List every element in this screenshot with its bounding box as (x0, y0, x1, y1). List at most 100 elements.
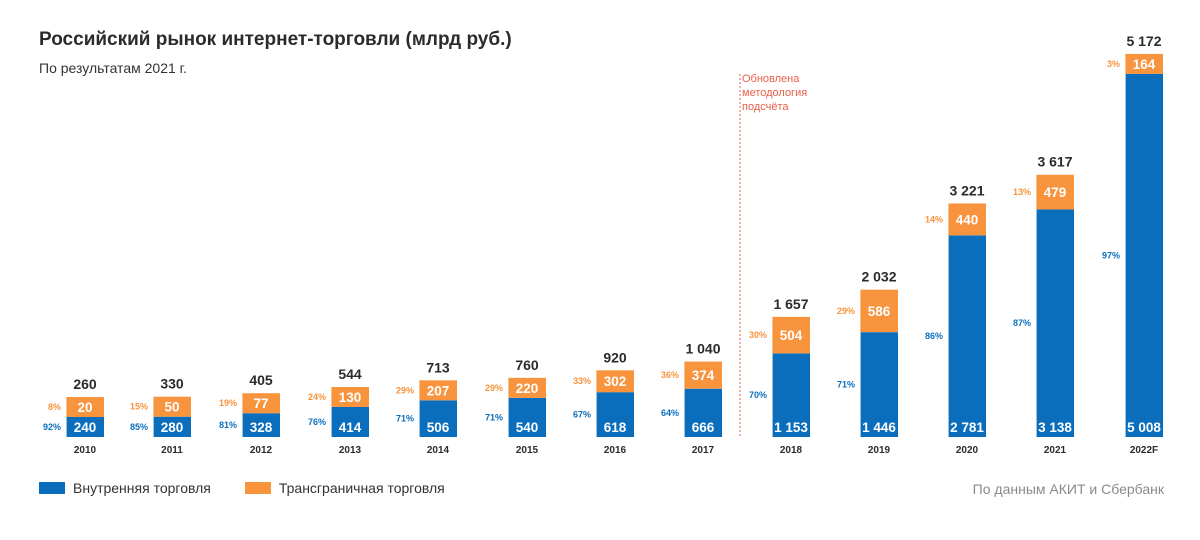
value-label-crossborder: 77 (253, 396, 268, 411)
share-label-domestic: 87% (1013, 318, 1031, 328)
value-label-domestic: 666 (692, 420, 715, 435)
total-label: 405 (249, 372, 273, 388)
category-label: 2011 (161, 445, 183, 456)
legend-label-domestic: Внутренняя торговля (73, 480, 211, 496)
value-label-crossborder: 220 (516, 381, 539, 396)
value-label-domestic: 1 446 (862, 420, 896, 435)
category-label: 2012 (250, 445, 273, 456)
total-label: 1 657 (773, 296, 808, 312)
bracket-crossborder (331, 386, 332, 407)
bar-domestic (772, 353, 810, 437)
bar-domestic (242, 413, 280, 437)
methodology-note: Обновлена (742, 73, 800, 85)
source-note: По данным АКИТ и Сбербанк (972, 481, 1164, 497)
category-label: 2010 (74, 445, 97, 456)
total-label: 713 (426, 359, 450, 375)
share-label-crossborder: 30% (749, 330, 767, 340)
share-label-crossborder: 15% (130, 402, 148, 412)
total-label: 544 (338, 366, 362, 382)
bracket-crossborder (153, 396, 154, 417)
total-label: 920 (603, 349, 627, 365)
bracket-crossborder (772, 316, 773, 354)
share-label-crossborder: 19% (219, 398, 237, 408)
bracket-crossborder (1125, 53, 1126, 74)
total-label: 330 (160, 376, 184, 392)
bracket-crossborder (948, 203, 949, 236)
bar-crossborder (419, 380, 457, 401)
share-label-crossborder: 13% (1013, 187, 1031, 197)
value-label-crossborder: 374 (692, 368, 715, 383)
value-label-domestic: 240 (74, 420, 97, 435)
share-label-domestic: 97% (1102, 250, 1120, 260)
share-label-crossborder: 24% (308, 392, 326, 402)
bar-crossborder (860, 289, 898, 333)
bracket-crossborder (242, 393, 243, 414)
bar-domestic (596, 392, 634, 437)
category-label: 2018 (780, 445, 803, 456)
total-label: 2 032 (861, 269, 896, 285)
bracket-crossborder (66, 397, 67, 417)
bracket-crossborder (419, 380, 420, 401)
share-label-domestic: 76% (308, 417, 326, 427)
value-label-domestic: 414 (339, 420, 362, 435)
share-label-domestic: 70% (749, 390, 767, 400)
share-label-domestic: 85% (130, 422, 148, 432)
bar-domestic (948, 235, 986, 437)
bar-domestic (331, 406, 369, 437)
legend: Внутренняя торговля Трансграничная торго… (39, 480, 479, 496)
value-label-crossborder: 164 (1133, 57, 1156, 72)
share-label-domestic: 71% (485, 412, 503, 422)
value-label-domestic: 618 (604, 420, 627, 435)
share-label-crossborder: 29% (837, 306, 855, 316)
value-label-crossborder: 586 (868, 304, 891, 319)
total-label: 260 (73, 376, 97, 392)
bar-domestic (1036, 209, 1074, 437)
value-label-domestic: 3 138 (1038, 420, 1072, 435)
bar-domestic (66, 417, 104, 437)
legend-label-crossborder: Трансграничная торговля (278, 480, 445, 496)
value-label-crossborder: 504 (780, 328, 803, 343)
value-label-domestic: 328 (250, 420, 273, 435)
value-label-crossborder: 302 (604, 374, 627, 389)
total-label: 3 221 (949, 182, 984, 198)
share-label-domestic: 71% (396, 414, 414, 424)
category-label: 2017 (692, 445, 715, 456)
bar-crossborder (1125, 53, 1163, 74)
bracket-crossborder (684, 361, 685, 389)
share-label-domestic: 67% (573, 410, 591, 420)
chart-title: Российский рынок интернет-торговли (млрд… (39, 29, 512, 50)
methodology-note: методология (742, 87, 807, 99)
bar-crossborder (772, 316, 810, 354)
share-label-domestic: 81% (219, 420, 237, 430)
value-label-domestic: 506 (427, 420, 450, 435)
share-label-crossborder: 36% (661, 370, 679, 380)
chart-area: 240 20 260 8% 92% 2010 280 50 330 15% 85% 2011 328 77… (43, 33, 1163, 456)
share-label-domestic: 92% (43, 422, 61, 432)
share-label-domestic: 64% (661, 408, 679, 418)
bar-domestic (1125, 73, 1163, 437)
share-label-domestic: 71% (837, 380, 855, 390)
bar-crossborder (596, 370, 634, 393)
total-label: 760 (515, 357, 539, 373)
bar-crossborder (153, 396, 191, 417)
value-label-domestic: 540 (516, 420, 539, 435)
bar-crossborder (684, 361, 722, 389)
category-label: 2021 (1044, 445, 1067, 456)
total-label: 3 617 (1037, 154, 1072, 170)
bar-domestic (419, 400, 457, 437)
category-label: 2015 (516, 445, 539, 456)
value-label-domestic: 280 (161, 420, 184, 435)
share-label-crossborder: 33% (573, 376, 591, 386)
bar-crossborder (66, 397, 104, 417)
category-label: 2020 (956, 445, 979, 456)
legend-swatch-domestic (39, 482, 65, 494)
category-label: 2019 (868, 445, 891, 456)
category-label: 2016 (604, 445, 627, 456)
bracket-crossborder (860, 289, 861, 333)
bar-domestic (153, 416, 191, 437)
category-label: 2022F (1130, 445, 1158, 456)
value-label-crossborder: 50 (164, 400, 179, 415)
value-label-crossborder: 207 (427, 383, 450, 398)
methodology-note: подсчёта (742, 101, 789, 113)
bracket-crossborder (508, 377, 509, 398)
